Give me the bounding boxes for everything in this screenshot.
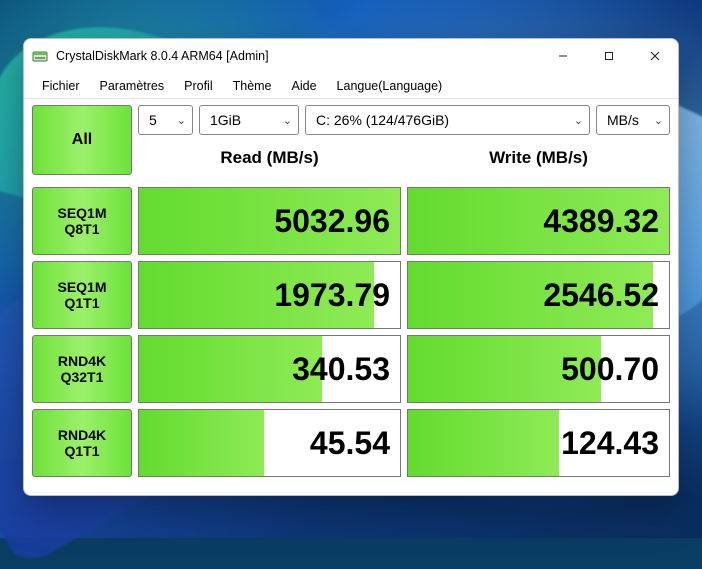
read-value: 340.53 — [292, 351, 390, 388]
menu-langue[interactable]: Langue(Language) — [329, 77, 451, 95]
read-cell: 45.54 — [138, 409, 401, 477]
drive-value: C: 26% (124/476GiB) — [316, 112, 449, 128]
write-cell: 4389.32 — [407, 187, 670, 255]
write-cell: 2546.52 — [407, 261, 670, 329]
crystaldiskmark-window: CrystalDiskMark 8.0.4 ARM64 [Admin] Fich… — [23, 38, 679, 496]
size-select[interactable]: 1GiB ⌄ — [199, 105, 299, 135]
size-value: 1GiB — [210, 112, 241, 128]
write-value: 2546.52 — [543, 277, 659, 314]
unit-value: MB/s — [607, 112, 639, 128]
read-cell: 1973.79 — [138, 261, 401, 329]
run-test-button[interactable]: SEQ1MQ8T1 — [32, 187, 132, 255]
menu-theme[interactable]: Thème — [225, 77, 280, 95]
write-cell: 124.43 — [407, 409, 670, 477]
read-cell: 5032.96 — [138, 187, 401, 255]
write-cell: 500.70 — [407, 335, 670, 403]
chevron-down-icon: ⌄ — [574, 114, 583, 127]
run-test-button[interactable]: SEQ1MQ1T1 — [32, 261, 132, 329]
run-test-button[interactable]: RND4KQ1T1 — [32, 409, 132, 477]
menu-aide[interactable]: Aide — [284, 77, 325, 95]
test-label-line1: SEQ1M — [57, 205, 106, 221]
menubar: Fichier Paramètres Profil Thème Aide Lan… — [24, 73, 678, 99]
menu-fichier[interactable]: Fichier — [34, 77, 88, 95]
test-label-line2: Q1T1 — [64, 295, 99, 311]
app-icon — [32, 48, 48, 64]
test-label-line1: RND4K — [58, 427, 106, 443]
unit-select[interactable]: MB/s ⌄ — [596, 105, 670, 135]
test-label-line2: Q8T1 — [64, 221, 99, 237]
read-header: Read (MB/s) — [138, 148, 401, 168]
read-value: 45.54 — [310, 425, 390, 462]
read-cell: 340.53 — [138, 335, 401, 403]
fill-bar — [139, 410, 264, 476]
write-value: 500.70 — [561, 351, 659, 388]
menu-parametres[interactable]: Paramètres — [92, 77, 173, 95]
test-row: SEQ1MQ1T1 1973.79 2546.52 — [32, 261, 670, 329]
read-value: 1973.79 — [274, 277, 390, 314]
drive-select[interactable]: C: 26% (124/476GiB) ⌄ — [305, 105, 590, 135]
maximize-button[interactable] — [586, 39, 632, 73]
chevron-down-icon: ⌄ — [177, 114, 186, 127]
write-value: 124.43 — [561, 425, 659, 462]
run-all-button[interactable]: All — [32, 105, 132, 175]
test-label-line1: SEQ1M — [57, 279, 106, 295]
window-controls — [540, 39, 678, 73]
test-row: SEQ1MQ8T1 5032.96 4389.32 — [32, 187, 670, 255]
runs-select[interactable]: 5 ⌄ — [138, 105, 193, 135]
content-area: All 5 ⌄ 1GiB ⌄ C: 26% (124/476GiB) ⌄ — [24, 99, 678, 495]
test-row: RND4KQ32T1 340.53 500.70 — [32, 335, 670, 403]
close-button[interactable] — [632, 39, 678, 73]
menu-profil[interactable]: Profil — [176, 77, 220, 95]
read-value: 5032.96 — [274, 203, 390, 240]
test-label-line2: Q32T1 — [61, 369, 104, 385]
window-title: CrystalDiskMark 8.0.4 ARM64 [Admin] — [56, 49, 269, 63]
run-test-button[interactable]: RND4KQ32T1 — [32, 335, 132, 403]
test-label-line2: Q1T1 — [64, 443, 99, 459]
test-row: RND4KQ1T1 45.54 124.43 — [32, 409, 670, 477]
run-all-label: All — [72, 131, 92, 149]
titlebar[interactable]: CrystalDiskMark 8.0.4 ARM64 [Admin] — [24, 39, 678, 73]
test-label-line1: RND4K — [58, 353, 106, 369]
chevron-down-icon: ⌄ — [654, 114, 663, 127]
chevron-down-icon: ⌄ — [283, 114, 292, 127]
write-value: 4389.32 — [543, 203, 659, 240]
fill-bar — [408, 410, 559, 476]
minimize-button[interactable] — [540, 39, 586, 73]
runs-value: 5 — [149, 112, 157, 128]
write-header: Write (MB/s) — [407, 148, 670, 168]
